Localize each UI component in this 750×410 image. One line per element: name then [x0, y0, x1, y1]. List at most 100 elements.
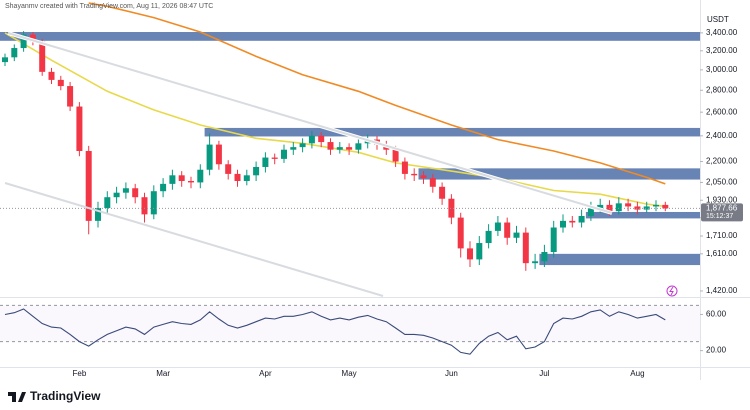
y-tick-label: 2,600.00 [706, 107, 738, 116]
x-tick-label: Apr [259, 369, 272, 378]
x-tick-label: Aug [630, 369, 644, 378]
candle-body [541, 252, 548, 262]
candle-body [634, 206, 641, 210]
candle-body [197, 169, 204, 183]
candle-body [615, 203, 622, 212]
x-tick-label: Jun [445, 369, 458, 378]
rsi-pane [0, 304, 700, 355]
y-tick-label: 1,610.00 [706, 249, 738, 258]
x-tick-label: Mar [156, 369, 170, 378]
candle-body [113, 192, 120, 198]
trendline [4, 182, 384, 297]
candle-body [122, 188, 129, 193]
candle-body [494, 222, 501, 231]
countdown: 15:12:37 [706, 213, 733, 220]
price-pane [0, 2, 700, 271]
moving-average [88, 2, 666, 185]
candle-body [253, 166, 260, 176]
candle-body [643, 206, 650, 210]
candle-body [597, 204, 604, 209]
candle-body [178, 175, 185, 181]
candle-body [439, 186, 446, 199]
candle-body [513, 232, 520, 238]
zone [418, 168, 700, 180]
candle-body [522, 232, 529, 264]
candle-body [569, 220, 576, 223]
candle-body [578, 215, 585, 223]
candle-body [85, 150, 92, 221]
candle-body [188, 180, 194, 183]
y-tick-label: 2,200.00 [706, 157, 738, 166]
candle-body [457, 217, 464, 249]
candle-body [532, 261, 539, 264]
candle-body [662, 204, 669, 209]
candle-body [271, 157, 278, 159]
candle-body [67, 86, 74, 107]
zone [539, 253, 700, 266]
candle-body [76, 106, 83, 151]
candle-body [504, 222, 511, 238]
candle-body [336, 147, 343, 150]
candle-body [215, 144, 222, 165]
candle-body [2, 57, 8, 63]
candle-body [57, 79, 64, 87]
y-tick-label: 60.00 [706, 310, 727, 319]
candle-body [560, 220, 566, 228]
candle-body [206, 144, 213, 170]
candle-body [411, 173, 418, 176]
x-tick-label: Feb [73, 369, 87, 378]
y-tick-label: 2,400.00 [706, 131, 738, 140]
y-tick-label: 2,800.00 [706, 85, 738, 94]
last-price-label: 1,877.66 [706, 203, 738, 212]
brand: TradingView [30, 389, 101, 403]
candle-body [587, 208, 594, 216]
candle-body [104, 197, 111, 209]
candle-body [29, 34, 36, 42]
y-tick-label: 3,200.00 [706, 46, 738, 55]
candle-body [150, 191, 157, 215]
candle-body [281, 149, 287, 159]
candle-body [169, 175, 176, 184]
rsi-line [4, 308, 666, 355]
candle-body [318, 135, 325, 143]
candle-body [95, 208, 101, 221]
y-tick-label: 1,930.00 [706, 195, 738, 204]
y-tick-label: 1,420.00 [706, 286, 738, 295]
footer [0, 380, 750, 410]
y-tick-label: 20.00 [706, 346, 727, 355]
last-price-box [701, 203, 743, 222]
y-tick-label: 2,050.00 [706, 178, 738, 187]
rsi-band [0, 305, 700, 342]
candle-body [346, 147, 353, 150]
currency: USDT [707, 15, 729, 24]
candle-body [290, 147, 297, 150]
candle-body [262, 157, 269, 167]
candle-body [327, 142, 334, 150]
y-tick-label: 3,400.00 [706, 28, 738, 37]
trendline [7, 32, 613, 214]
x-tick-label: Jul [539, 369, 549, 378]
candle-body [299, 143, 306, 148]
candle-body [392, 149, 399, 162]
candle-body [550, 227, 557, 253]
candle-body [485, 230, 492, 244]
candle-body [48, 71, 55, 80]
candle-body [132, 188, 139, 198]
candle-body [160, 183, 167, 192]
x-tick-label: May [342, 369, 357, 378]
candle-body [467, 248, 473, 260]
y-tick-label: 3,000.00 [706, 65, 738, 74]
event-icon-bolt [669, 286, 674, 296]
candle-body [243, 175, 250, 181]
candle-body [20, 34, 27, 49]
y-tick-label: 1,710.00 [706, 231, 738, 240]
zone [204, 127, 700, 137]
candle-body [448, 198, 455, 218]
candle-body [625, 203, 632, 207]
candle-body [234, 173, 241, 181]
candle-body [308, 135, 315, 144]
candle-body [141, 197, 148, 215]
candle-body [11, 48, 18, 58]
event-icon[interactable] [666, 285, 678, 297]
